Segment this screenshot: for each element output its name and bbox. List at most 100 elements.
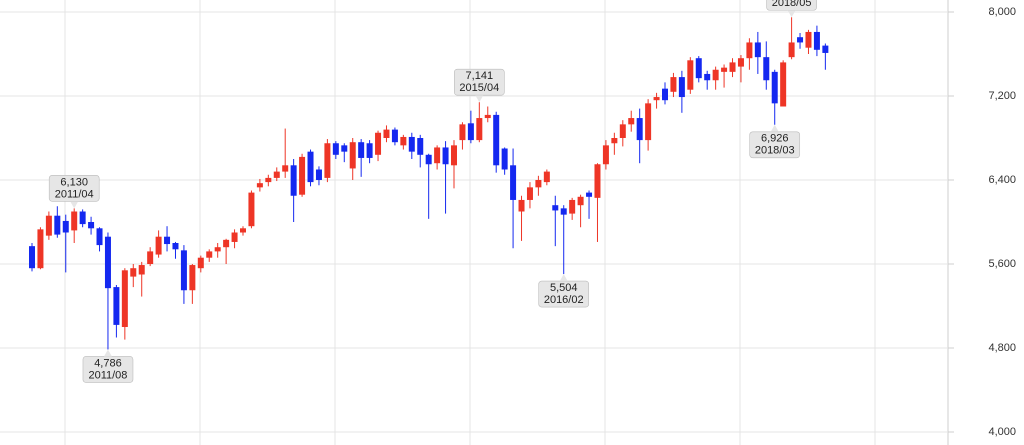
y-tick-label: 6,400 bbox=[988, 174, 1016, 186]
candle-body bbox=[37, 229, 44, 269]
annotation-date: 2015/04 bbox=[459, 82, 499, 94]
candle-body bbox=[645, 103, 652, 141]
candle-body bbox=[543, 171, 550, 183]
candle-body bbox=[104, 236, 111, 289]
candle-body bbox=[695, 58, 702, 79]
candle-body bbox=[535, 180, 542, 188]
candle-body bbox=[248, 192, 255, 227]
candle-body bbox=[425, 154, 432, 165]
candle-body bbox=[569, 199, 576, 214]
candle-body bbox=[451, 145, 457, 166]
candle-body bbox=[662, 88, 668, 101]
candle-body bbox=[138, 265, 145, 275]
candle-body bbox=[307, 151, 314, 183]
candle-body bbox=[721, 67, 728, 72]
candle-body bbox=[729, 62, 736, 72]
candle-body bbox=[164, 236, 171, 245]
candle-body bbox=[121, 270, 128, 327]
candle-body bbox=[71, 211, 78, 231]
candle-body bbox=[45, 215, 52, 236]
vertical-grid bbox=[64, 0, 876, 445]
candle-body bbox=[206, 251, 213, 258]
y-tick-label: 7,200 bbox=[988, 90, 1016, 102]
candle-body bbox=[484, 114, 491, 119]
candle-body bbox=[189, 265, 196, 291]
candle-body bbox=[383, 129, 390, 138]
candle-body bbox=[155, 236, 162, 255]
candle-body bbox=[341, 145, 348, 152]
candle-body bbox=[501, 148, 508, 170]
candle-body bbox=[282, 165, 289, 172]
candle-body bbox=[636, 118, 643, 141]
candle-body bbox=[273, 171, 280, 178]
candle-body bbox=[476, 118, 483, 141]
candle-body bbox=[467, 123, 474, 141]
candle-body bbox=[223, 239, 230, 248]
annotation-pointer bbox=[559, 274, 568, 282]
candle-body bbox=[737, 58, 744, 67]
annotation-value: 6,130 bbox=[60, 176, 88, 188]
candle-body bbox=[88, 222, 95, 229]
candle-body bbox=[822, 45, 829, 53]
candle-body bbox=[417, 138, 424, 155]
candle-body bbox=[704, 73, 711, 81]
candle-body bbox=[400, 136, 407, 146]
candle-body bbox=[434, 147, 441, 164]
candle-body bbox=[813, 31, 820, 50]
candle-body bbox=[560, 208, 567, 215]
candle-body bbox=[358, 142, 365, 158]
candle-body bbox=[459, 124, 466, 141]
annotation-date: 2018/03 bbox=[755, 145, 795, 157]
annotation-value: 4,786 bbox=[94, 357, 122, 369]
candle-body bbox=[805, 31, 812, 48]
candle-body bbox=[602, 145, 609, 165]
candle-body bbox=[619, 124, 626, 138]
annotation-value: 7,141 bbox=[466, 70, 494, 82]
candle-body bbox=[332, 143, 339, 155]
y-tick-label: 8,000 bbox=[988, 6, 1016, 18]
candle-body bbox=[79, 211, 86, 225]
annotation-date: 2016/02 bbox=[544, 294, 584, 306]
candle-body bbox=[299, 156, 306, 195]
y-tick-label: 5,600 bbox=[988, 258, 1016, 270]
y-tick-label: 4,800 bbox=[988, 342, 1016, 354]
candle-body bbox=[687, 60, 694, 90]
candle-body bbox=[113, 287, 120, 325]
annotation-pointer bbox=[70, 201, 79, 209]
y-tick-label: 4,000 bbox=[988, 426, 1016, 438]
candle-body bbox=[366, 143, 373, 158]
candle-body bbox=[552, 205, 559, 211]
candle-body bbox=[788, 42, 795, 58]
candle-body bbox=[628, 118, 635, 125]
candle-body bbox=[780, 62, 787, 107]
candle-body bbox=[493, 114, 500, 166]
candle-body bbox=[442, 147, 449, 165]
candle-body bbox=[172, 243, 179, 250]
candle-body bbox=[391, 129, 398, 143]
candle-body bbox=[231, 232, 238, 242]
candle-body bbox=[147, 251, 154, 264]
candle-body bbox=[510, 165, 517, 200]
candle-body bbox=[771, 71, 778, 104]
candle-body bbox=[29, 246, 35, 269]
candle-body bbox=[712, 69, 719, 81]
candle-body bbox=[130, 268, 137, 277]
annotation-date: 2018/05 bbox=[772, 0, 812, 9]
candle-body bbox=[408, 136, 415, 152]
annotation-pointer bbox=[103, 349, 112, 357]
candle-body bbox=[324, 143, 331, 178]
candle-body bbox=[754, 42, 761, 58]
annotation-value: 5,504 bbox=[550, 282, 578, 294]
candle-body bbox=[180, 250, 187, 291]
annotation-date: 2011/04 bbox=[55, 188, 94, 200]
candle-body bbox=[611, 138, 618, 144]
annotation: 7,9502018/05 bbox=[766, 0, 817, 18]
candle-body bbox=[586, 192, 593, 197]
candle-body bbox=[577, 196, 584, 206]
candle-body bbox=[746, 42, 753, 59]
